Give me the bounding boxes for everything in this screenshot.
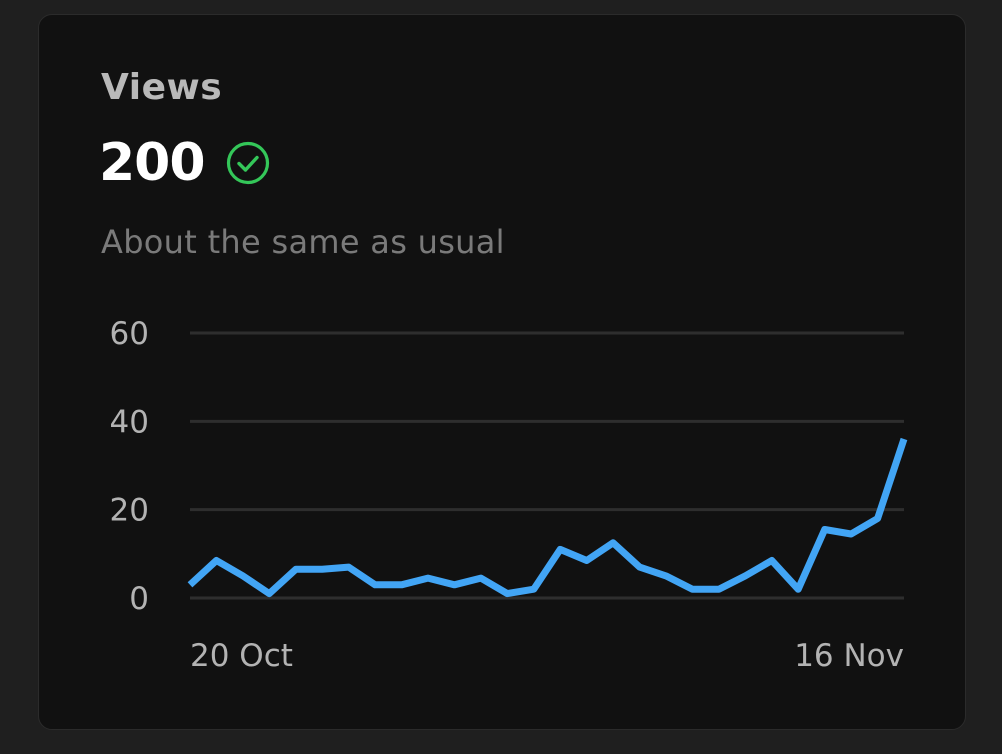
views-card: Views 200 About the same as usual 0 20 40 6… xyxy=(38,14,966,730)
value-row: 200 xyxy=(99,133,271,193)
y-tick-label: 0 xyxy=(129,581,149,617)
x-axis-labels: 20 Oct 16 Nov xyxy=(190,638,904,674)
card-subtitle: About the same as usual xyxy=(101,223,505,261)
chart-grid xyxy=(190,331,904,600)
series-layer xyxy=(187,437,908,598)
y-axis-labels: 0 20 40 60 xyxy=(110,316,149,617)
x-tick-label: 20 Oct xyxy=(190,638,293,674)
x-tick-label: 16 Nov xyxy=(794,638,904,674)
y-tick-label: 40 xyxy=(110,404,149,440)
check-circle-icon xyxy=(225,140,271,186)
y-tick-label: 20 xyxy=(110,493,149,529)
y-tick-label: 60 xyxy=(110,316,149,352)
views-count: 200 xyxy=(99,133,206,193)
card-title: Views xyxy=(101,67,223,108)
series-line xyxy=(187,437,908,598)
views-line-chart: 0 20 40 60 20 Oct 16 Nov xyxy=(110,316,908,674)
